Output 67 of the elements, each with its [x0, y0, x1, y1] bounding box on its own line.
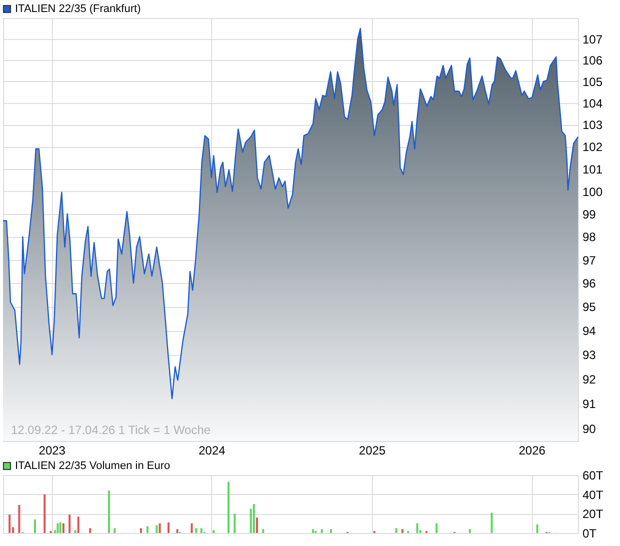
- bar: [200, 528, 202, 533]
- y-tick-label: 91: [582, 397, 596, 412]
- bar: [89, 528, 92, 533]
- y-tick-label: 60T: [582, 468, 604, 482]
- y-tick-label: 90: [582, 422, 596, 436]
- y-tick-label: 98: [582, 230, 596, 244]
- bar: [62, 523, 64, 533]
- bar: [212, 530, 215, 533]
- bar: [416, 523, 418, 533]
- bar: [312, 529, 314, 533]
- y-tick-label: 103: [582, 118, 603, 132]
- y-tick-label: 107: [582, 32, 603, 46]
- y-tick-label: 40T: [582, 488, 604, 502]
- bar: [395, 528, 398, 533]
- y-tick-label: 102: [582, 140, 603, 154]
- bar: [74, 530, 76, 533]
- bar: [468, 529, 471, 533]
- x-tick-label: 2023: [38, 444, 66, 458]
- y-tick-label: 100: [582, 184, 603, 199]
- bar: [140, 528, 142, 533]
- y-tick-label: 101: [582, 162, 603, 176]
- x-tick-label: 2026: [518, 444, 546, 458]
- bar: [108, 490, 110, 533]
- x-tick-label: 2024: [198, 444, 226, 458]
- y-tick-label: 95: [582, 300, 596, 314]
- y-tick-label: 99: [582, 207, 596, 222]
- bar: [56, 523, 59, 533]
- bar: [536, 524, 538, 533]
- y-tick-label: 104: [582, 96, 603, 110]
- bar: [436, 523, 438, 533]
- y-tick-label: 20T: [582, 507, 604, 522]
- bar: [252, 504, 255, 533]
- bar: [44, 494, 46, 533]
- annotation: 12.09.22 - 17.04.26 1 Tick = 1 Woche: [11, 423, 211, 437]
- x-tick-label: 2025: [358, 444, 386, 458]
- bar: [256, 518, 258, 533]
- y-tick-label: 94: [582, 324, 596, 338]
- bar: [262, 529, 264, 533]
- y-tick-label: 106: [582, 54, 603, 68]
- bar: [228, 482, 230, 533]
- bar: [190, 523, 193, 533]
- y-tick-label: 92: [582, 372, 596, 386]
- bar: [330, 529, 332, 533]
- bar: [68, 514, 71, 533]
- bar: [146, 526, 149, 533]
- bar: [320, 529, 323, 533]
- bar: [168, 522, 170, 533]
- bar: [234, 514, 236, 533]
- y-tick-label: 0T: [582, 526, 598, 540]
- bar: [77, 516, 80, 533]
- bar: [158, 523, 161, 533]
- bar: [401, 529, 404, 533]
- bar: [490, 512, 493, 533]
- bar: [8, 514, 11, 533]
- y-tick-label: 97: [582, 253, 596, 268]
- y-tick-label: 105: [582, 74, 603, 89]
- bar: [195, 528, 198, 533]
- bar: [176, 529, 178, 533]
- legend-label: ITALIEN 22/35 (Frankfurt): [15, 3, 141, 15]
- bar: [114, 528, 116, 533]
- y-tick-label: 93: [582, 348, 596, 362]
- bar: [34, 519, 36, 533]
- y-tick-label: 96: [582, 276, 596, 291]
- bar: [18, 504, 20, 533]
- legend-label: ITALIEN 22/35 Volumen in Euro: [15, 460, 170, 472]
- bar: [59, 522, 62, 533]
- bar: [156, 525, 158, 533]
